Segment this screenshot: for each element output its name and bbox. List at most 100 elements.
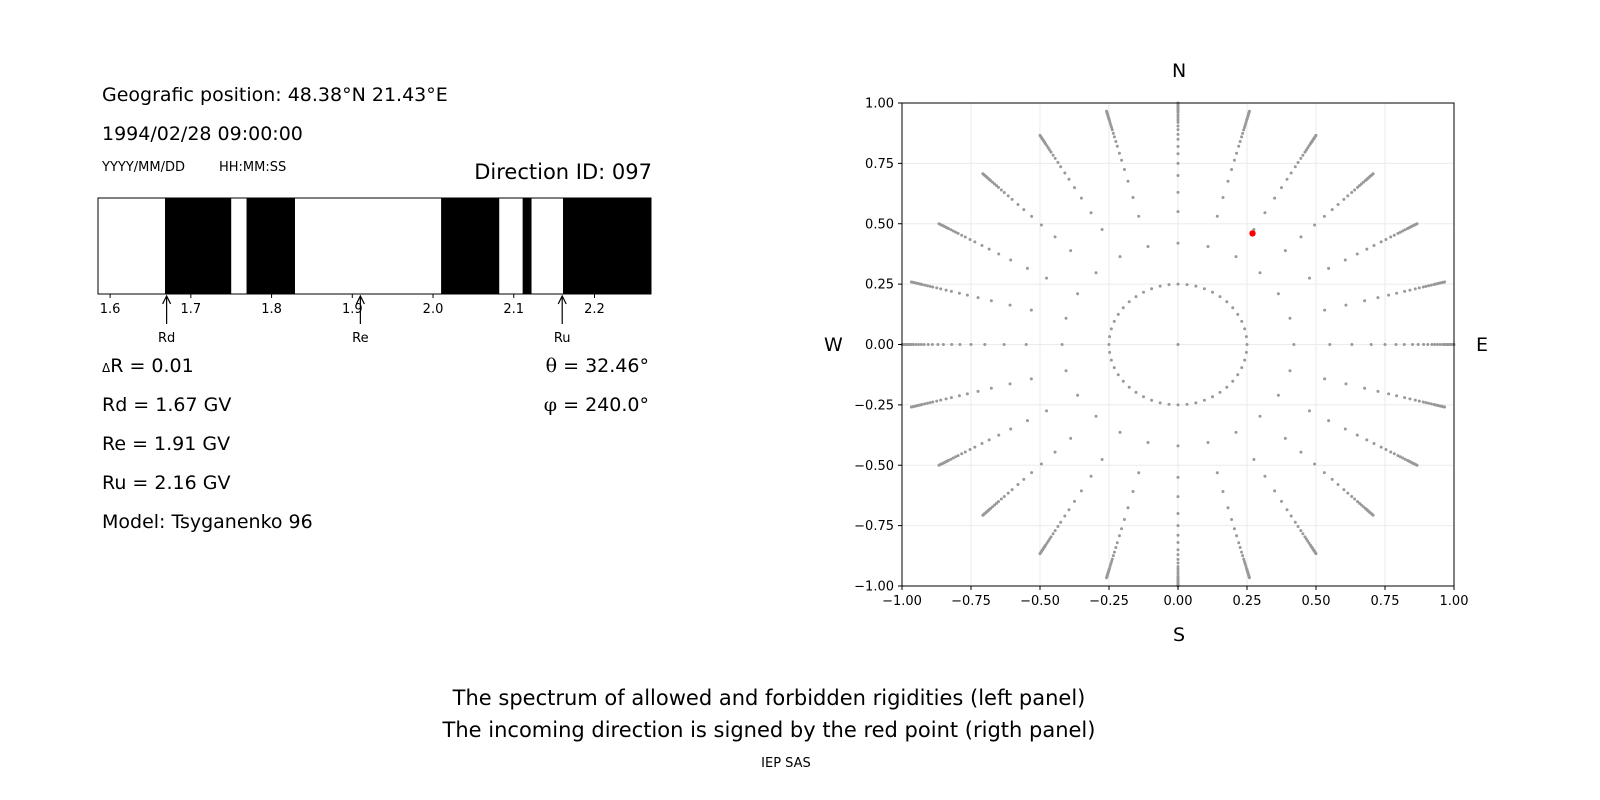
direction-grid-point [957, 394, 961, 398]
direction-grid-point [1010, 488, 1014, 492]
direction-grid-point [987, 438, 991, 442]
direction-grid-point [942, 461, 946, 465]
direction-grid-point [1108, 350, 1112, 354]
marker-label: Ru [554, 331, 571, 346]
direction-grid-point [911, 280, 915, 284]
direction-grid-point [1126, 179, 1130, 183]
direction-grid-point [1433, 403, 1437, 407]
direction-grid-point [1289, 171, 1293, 175]
direction-grid-point [1046, 146, 1050, 150]
direction-grid-point [1306, 146, 1310, 150]
direction-grid-point [1105, 110, 1109, 114]
direction-grid-point [1371, 172, 1375, 176]
time-format-label: HH:MM:SS [219, 160, 287, 175]
x-tick-label: 1.7 [180, 302, 201, 317]
direction-grid-point [1276, 393, 1280, 397]
direction-grid-point [1106, 571, 1110, 575]
direction-grid-point [1048, 537, 1052, 541]
direction-grid-point [1435, 343, 1439, 346]
direction-grid-point [1432, 282, 1436, 286]
direction-grid-point [925, 284, 929, 288]
direction-grid-point [1176, 565, 1180, 569]
direction-grid-point [1116, 373, 1120, 377]
credit: IEP SAS [761, 756, 811, 771]
direction-grid-point [1299, 450, 1303, 454]
x-tick-label: 0.25 [1233, 594, 1262, 609]
direction-grid-point [963, 450, 967, 454]
direction-grid-point [1440, 404, 1444, 408]
direction-grid-point [1313, 550, 1317, 554]
direction-grid-point [1244, 335, 1248, 339]
direction-grid-point [1366, 176, 1370, 180]
x-tick-label: −0.50 [1020, 594, 1060, 609]
direction-grid-point [1247, 576, 1251, 580]
forbidden-band [522, 198, 532, 294]
direction-grid-point [1369, 173, 1373, 177]
direction-grid-point [1355, 252, 1359, 256]
direction-grid-point [1221, 196, 1225, 200]
direction-grid-point [1446, 343, 1450, 346]
direction-grid-point [935, 399, 939, 403]
direction-grid-point [1056, 161, 1060, 165]
direction-grid-point [1276, 292, 1280, 296]
direction-grid-point [1045, 276, 1049, 280]
direction-grid-point [1025, 266, 1029, 270]
direction-grid-point [1176, 101, 1180, 105]
direction-grid-point [997, 252, 1001, 256]
direction-grid-point [1396, 231, 1400, 235]
direction-grid-point [939, 287, 943, 291]
direction-grid-point [1002, 191, 1006, 195]
direction-grid-point [1118, 255, 1122, 259]
direction-grid-point [949, 228, 953, 232]
direction-grid-point [1245, 343, 1249, 346]
direction-grid-point [1106, 115, 1110, 119]
rigidity-spectrum-chart: 1.6 1.7 1.8 1.9 2.0 2.1 2.2 Rd Re Ru [97, 197, 652, 346]
theta-value: θ = 32.46° [546, 355, 649, 377]
direction-grid-point [1025, 419, 1029, 423]
direction-grid-point [1176, 107, 1180, 111]
direction-grid-point [1176, 282, 1180, 286]
direction-grid-point [950, 343, 954, 346]
direction-grid-point [1040, 136, 1044, 140]
y-tick-label: −0.25 [854, 398, 894, 413]
direction-grid-point [944, 225, 948, 229]
direction-grid-point [1040, 549, 1044, 553]
direction-grid-point [1413, 462, 1417, 466]
direction-grid-point [1336, 202, 1340, 206]
direction-grid-point [1323, 308, 1327, 312]
direction-grid-point [987, 177, 991, 181]
direction-grid-point [923, 283, 927, 287]
direction-grid-point [1042, 140, 1046, 144]
direction-grid-point [1126, 506, 1130, 510]
direction-grid-point [1137, 471, 1141, 475]
direction-grid-point [1367, 175, 1371, 179]
direction-grid-point [987, 508, 991, 512]
direction-grid-point [1109, 327, 1113, 331]
x-tick-label: 2.1 [503, 302, 524, 317]
direction-grid-point [1108, 335, 1112, 339]
direction-grid-point [981, 513, 985, 517]
direction-grid-point [1118, 430, 1122, 434]
direction-grid-point [1111, 131, 1115, 135]
direction-grid-point [999, 188, 1003, 192]
direction-grid-point [1435, 403, 1439, 407]
direction-grid-point [912, 404, 916, 408]
direction-grid-point [1245, 569, 1249, 573]
direction-grid-point [1206, 440, 1210, 444]
direction-grid-point [925, 401, 929, 405]
direction-grid-point [1206, 245, 1210, 249]
direction-grid-point [1109, 562, 1113, 566]
direction-grid-point [960, 452, 964, 456]
direction-grid-point [1238, 140, 1242, 144]
compass-south: S [1173, 624, 1186, 646]
direction-grid-point [919, 403, 923, 407]
direction-grid-point [1346, 491, 1350, 495]
direction-grid-point [1109, 123, 1113, 127]
direction-grid-point [1176, 572, 1180, 576]
direction-grid-point [1059, 520, 1063, 524]
direction-grid-point [1044, 142, 1048, 146]
direction-grid-point [1247, 110, 1251, 114]
direction-grid-point [1110, 559, 1114, 563]
direction-grid-point [949, 396, 953, 400]
direction-grid-point [1359, 503, 1363, 507]
